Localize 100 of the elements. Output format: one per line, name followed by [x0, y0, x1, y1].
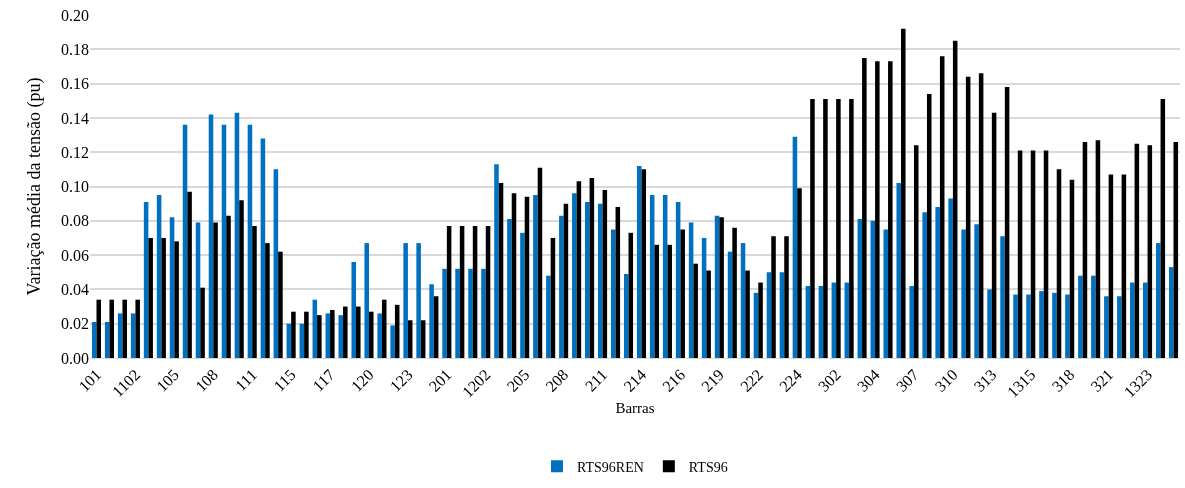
x-tick-label: 304	[853, 365, 883, 395]
bar	[403, 243, 408, 358]
bar	[1091, 275, 1096, 358]
bar	[719, 217, 724, 358]
bar	[265, 243, 270, 358]
bar	[909, 285, 914, 358]
bar	[961, 229, 966, 358]
x-tick-label: 219	[698, 365, 728, 395]
bar	[377, 313, 382, 358]
bar	[862, 57, 867, 358]
y-axis-title: Variação média da tensão (pu)	[24, 77, 46, 296]
bar	[810, 99, 815, 358]
bar	[533, 195, 538, 358]
bar	[1168, 267, 1174, 358]
bar	[875, 61, 880, 358]
x-tick-label: 117	[309, 365, 338, 395]
bar	[693, 263, 698, 358]
x-tick-label: 1102	[108, 365, 144, 401]
bar	[468, 268, 473, 358]
bar	[416, 243, 421, 358]
bar	[278, 251, 283, 358]
y-tick-label: 0.14	[61, 109, 89, 127]
bar	[1026, 294, 1031, 358]
x-tick-label: 111	[231, 365, 260, 395]
bar	[200, 287, 205, 358]
bar	[797, 188, 802, 358]
x-tick-label: 310	[931, 365, 961, 395]
bar	[641, 169, 647, 358]
legend-label: RTS96REN	[577, 459, 644, 475]
bar	[1065, 294, 1070, 358]
y-tick-label: 0.04	[61, 281, 89, 298]
bar	[922, 212, 927, 358]
bar	[1130, 282, 1135, 358]
bar	[122, 299, 127, 358]
x-axis-title: Barras	[615, 399, 655, 416]
x-tick-label: 302	[814, 365, 844, 395]
y-tick-label: 0.06	[61, 246, 89, 264]
x-tick-label: 208	[542, 365, 572, 395]
bar	[935, 207, 940, 358]
bar	[598, 203, 603, 358]
y-tick-label: 0.20	[61, 6, 89, 24]
x-tick-label: 108	[192, 365, 222, 395]
bar	[654, 244, 660, 358]
bar	[455, 268, 460, 358]
bar	[343, 306, 348, 358]
y-tick-label: 0.12	[61, 143, 89, 161]
x-tick-label: 321	[1087, 365, 1117, 395]
bar	[849, 99, 854, 358]
x-tick-label: 120	[347, 365, 377, 395]
bar	[187, 191, 192, 358]
bar	[771, 236, 776, 358]
bar	[836, 99, 841, 358]
bar	[1000, 236, 1005, 358]
bar	[381, 299, 387, 358]
bar	[784, 236, 789, 358]
bar	[364, 243, 369, 358]
bar	[623, 273, 629, 358]
bar	[987, 289, 992, 358]
bar	[338, 315, 344, 358]
bar	[745, 270, 750, 358]
x-tick-label: 214	[620, 365, 650, 395]
bar	[252, 225, 257, 358]
bar	[161, 237, 166, 358]
y-tick-label: 0.00	[61, 349, 89, 367]
x-tick-label: 201	[425, 365, 455, 395]
bar	[1013, 294, 1018, 358]
bar	[226, 215, 231, 358]
x-tick-label: 224	[775, 365, 805, 395]
bar	[572, 193, 577, 358]
y-tick-label: 0.02	[61, 315, 89, 333]
bar	[896, 183, 902, 358]
bar	[368, 311, 374, 358]
bar	[901, 28, 906, 358]
bar	[135, 299, 140, 358]
bar	[304, 311, 309, 358]
bar	[429, 284, 434, 358]
legend-label: RTS96	[688, 459, 728, 475]
bar	[732, 227, 737, 358]
bar	[1117, 296, 1122, 358]
bar	[823, 99, 828, 358]
x-tick-label: 222	[737, 365, 767, 395]
y-tick-label: 0.10	[61, 178, 89, 196]
bar	[1155, 243, 1161, 358]
bar	[239, 200, 244, 358]
x-tick-label: 307	[892, 365, 922, 395]
bar	[520, 232, 525, 358]
bar	[291, 311, 296, 358]
x-tick-label: 313	[970, 365, 1000, 395]
bar	[317, 315, 322, 358]
x-tick-label: 211	[581, 365, 611, 395]
x-tick-label: 216	[659, 365, 689, 395]
bar	[1052, 292, 1057, 358]
bar	[494, 164, 499, 358]
bar	[883, 229, 889, 358]
bar	[1143, 282, 1148, 358]
bar	[680, 229, 685, 358]
bar	[96, 299, 102, 358]
x-tick-label: 115	[270, 365, 299, 395]
bar	[948, 198, 953, 358]
bar	[610, 229, 616, 358]
